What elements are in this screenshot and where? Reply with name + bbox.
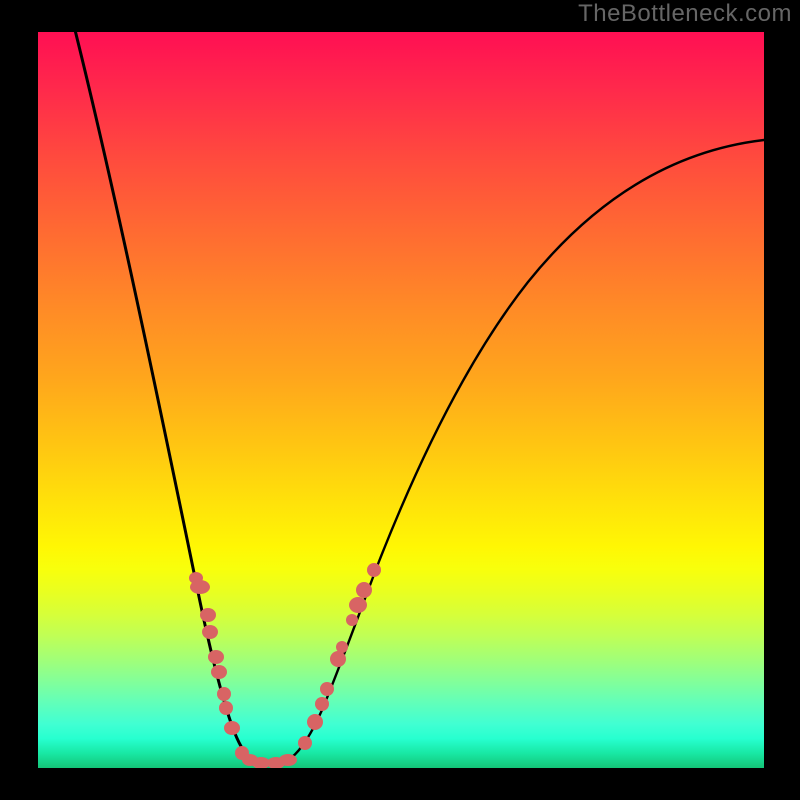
data-marker [367, 563, 381, 577]
data-marker [307, 714, 323, 730]
data-marker [189, 572, 203, 584]
watermark-text: TheBottleneck.com [578, 0, 792, 28]
data-marker [356, 582, 372, 598]
data-marker [279, 754, 297, 766]
data-marker [336, 641, 348, 653]
plot-frame [38, 32, 764, 768]
curve-right [268, 140, 764, 764]
data-marker [211, 665, 227, 679]
chart-canvas: TheBottleneck.com [0, 0, 800, 800]
data-marker [330, 651, 346, 667]
data-marker [298, 736, 312, 750]
data-marker [208, 650, 224, 664]
data-marker [320, 682, 334, 696]
curve-overlay [38, 32, 764, 768]
marker-group [189, 563, 381, 768]
data-marker [219, 701, 233, 715]
data-marker [217, 687, 231, 701]
data-marker [315, 697, 329, 711]
data-marker [202, 625, 218, 639]
data-marker [346, 614, 358, 626]
data-marker [200, 608, 216, 622]
curve-left [74, 32, 268, 764]
data-marker [349, 597, 367, 613]
data-marker [224, 721, 240, 735]
